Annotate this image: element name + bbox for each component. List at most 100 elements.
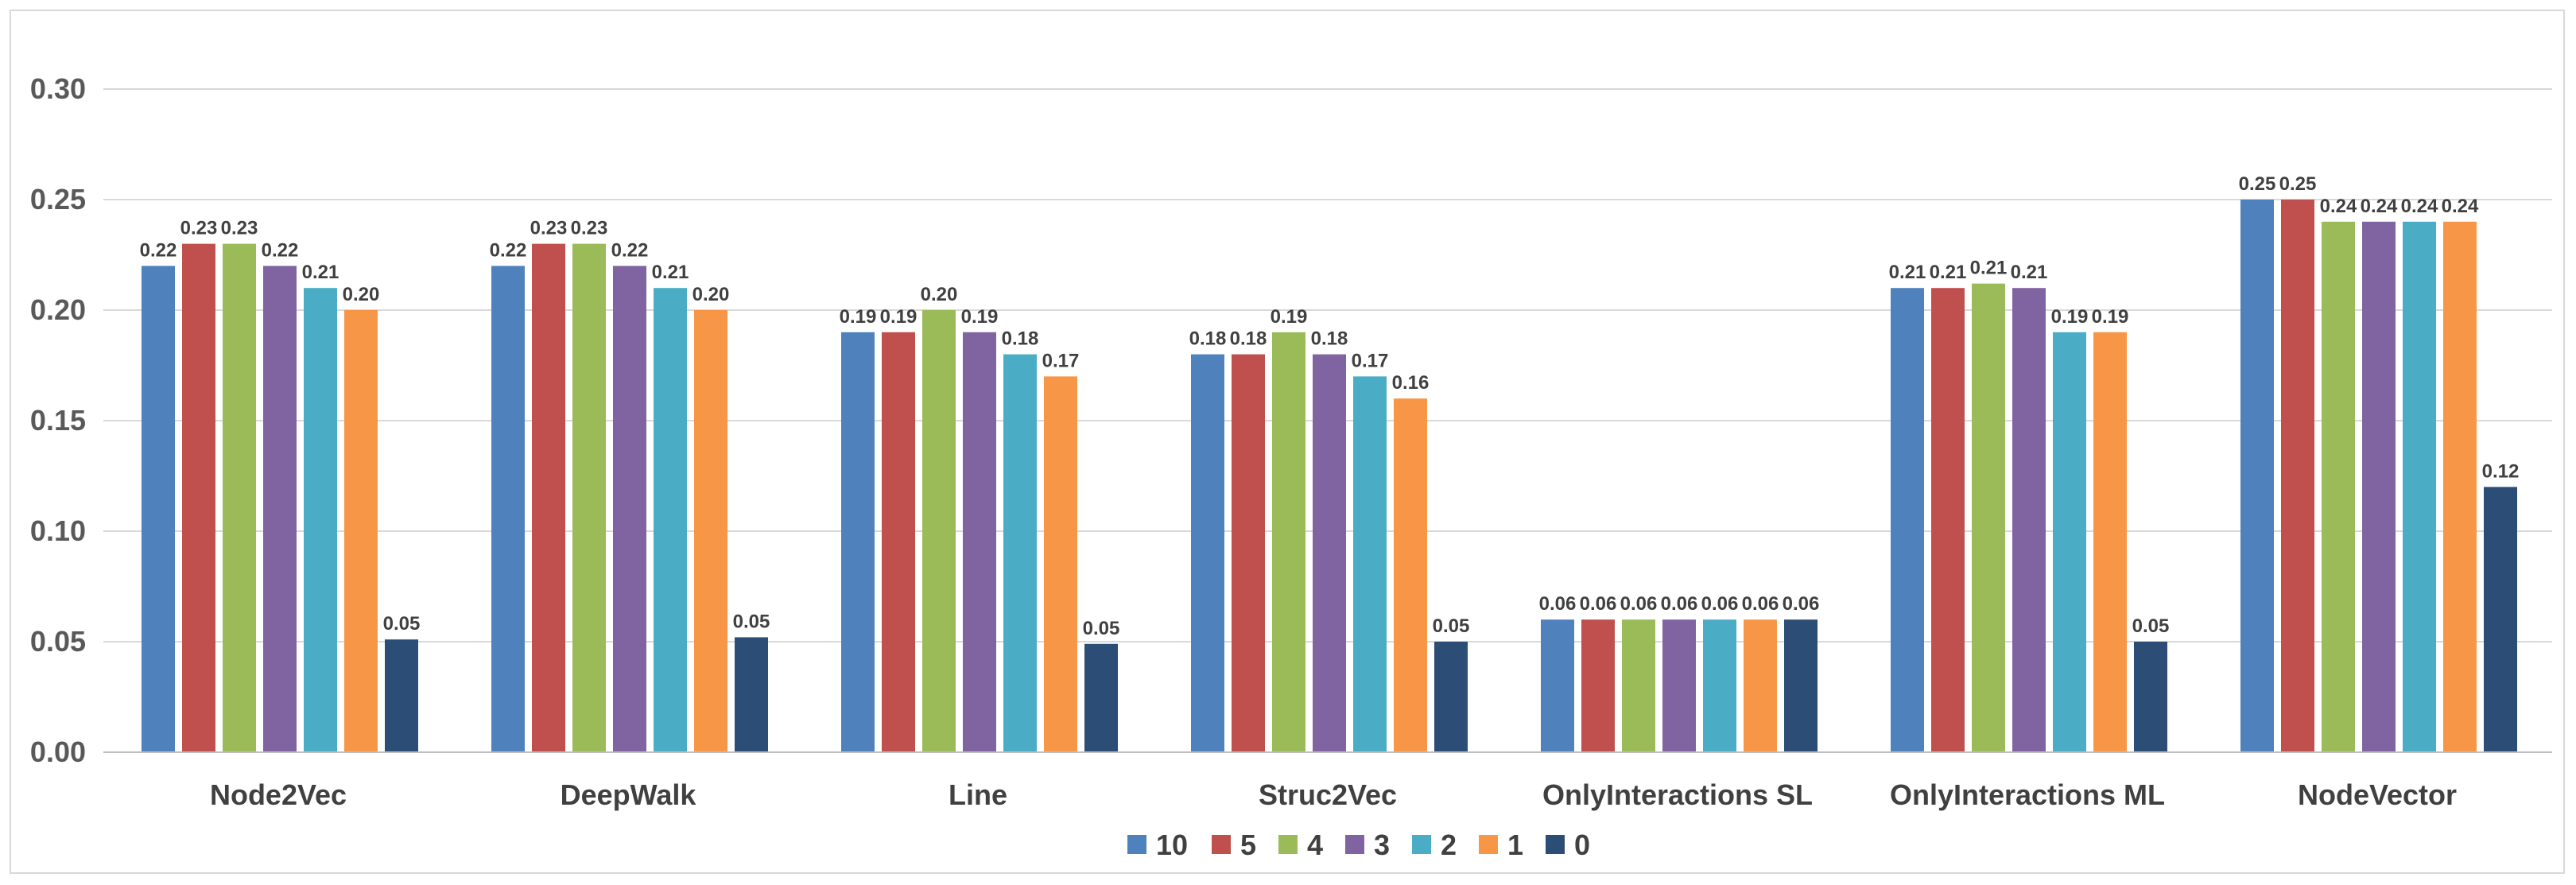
bar-2-6 — [2403, 221, 2436, 752]
bar-1-4 — [1744, 619, 1777, 752]
bar-4-2 — [922, 310, 956, 752]
data-label: 0.05 — [733, 611, 770, 632]
legend-label-1: 1 — [1507, 829, 1523, 861]
x-tick-label: Line — [949, 778, 1007, 811]
bar-4-5 — [1972, 283, 2005, 752]
data-label: 0.22 — [262, 239, 299, 261]
bar-5-6 — [2281, 200, 2314, 752]
bar-5-2 — [882, 332, 915, 752]
bar-3-0 — [263, 266, 297, 752]
data-label: 0.06 — [1742, 593, 1779, 615]
bar-5-3 — [1232, 354, 1265, 752]
data-label: 0.24 — [2320, 196, 2357, 217]
bars — [142, 200, 2517, 753]
bar-3-4 — [1662, 619, 1696, 752]
data-label: 0.21 — [1970, 258, 2008, 279]
bar-2-0 — [304, 288, 337, 752]
legend-swatch-10 — [1127, 835, 1146, 854]
bar-4-6 — [2322, 221, 2355, 752]
data-label: 0.23 — [180, 218, 218, 239]
legend: 10 5 4 3 2 1 0 — [1127, 829, 1590, 861]
y-tick-label: 0.10 — [30, 514, 86, 547]
bar-5-5 — [1931, 288, 1965, 752]
data-label: 0.23 — [571, 218, 608, 239]
data-label: 0.06 — [1701, 593, 1739, 615]
bar-10-1 — [491, 266, 525, 752]
bar-10-0 — [142, 266, 175, 752]
x-tick-label: Struc2Vec — [1259, 778, 1397, 811]
bar-3-1 — [613, 266, 646, 752]
data-label: 0.20 — [343, 284, 380, 305]
bar-1-5 — [2093, 332, 2127, 752]
bar-10-6 — [2240, 200, 2274, 752]
legend-label-5: 5 — [1240, 829, 1256, 861]
bar-0-6 — [2484, 487, 2517, 752]
data-label: 0.21 — [302, 262, 339, 283]
data-label: 0.12 — [2482, 460, 2520, 482]
bar-0-2 — [1084, 643, 1118, 752]
data-label: 0.06 — [1620, 593, 1658, 615]
bar-0-1 — [735, 637, 768, 752]
legend-label-4: 4 — [1307, 829, 1323, 861]
data-label: 0.25 — [2279, 173, 2317, 195]
data-label: 0.17 — [1352, 350, 1389, 371]
bar-10-3 — [1191, 354, 1224, 752]
y-tick-label: 0.30 — [30, 72, 86, 105]
data-label: 0.24 — [2442, 196, 2479, 217]
bar-2-2 — [1003, 354, 1037, 752]
bar-2-1 — [654, 288, 687, 752]
data-label: 0.19 — [2051, 306, 2089, 328]
bar-3-6 — [2362, 221, 2396, 752]
y-tick-label: 0.25 — [30, 183, 86, 215]
bar-2-3 — [1353, 376, 1387, 752]
y-tick-label: 0.00 — [30, 736, 86, 768]
bar-1-3 — [1394, 398, 1427, 752]
legend-label-0: 0 — [1574, 829, 1590, 861]
bar-3-3 — [1313, 354, 1346, 752]
x-tick-label: DeepWalk — [561, 778, 697, 811]
x-tick-label: OnlyInteractions SL — [1542, 778, 1813, 811]
y-tick-label: 0.20 — [30, 293, 86, 326]
data-label: 0.19 — [880, 306, 918, 328]
x-tick-label: Node2Vec — [210, 778, 347, 811]
data-label: 0.05 — [1083, 618, 1120, 639]
data-label: 0.22 — [490, 239, 527, 261]
data-label: 0.18 — [1002, 328, 1039, 350]
bar-5-4 — [1581, 619, 1615, 752]
legend-label-2: 2 — [1441, 829, 1457, 861]
data-label: 0.21 — [2011, 262, 2048, 283]
bar-3-2 — [963, 332, 996, 752]
bar-10-4 — [1541, 619, 1574, 752]
bar-0-3 — [1434, 642, 1468, 752]
data-label: 0.06 — [1539, 593, 1577, 615]
bar-2-5 — [2053, 332, 2086, 752]
legend-swatch-1 — [1479, 835, 1498, 854]
legend-swatch-3 — [1345, 835, 1364, 854]
x-tick-label: OnlyInteractions ML — [1890, 778, 2165, 811]
data-label: 0.20 — [921, 284, 958, 305]
legend-swatch-5 — [1212, 835, 1231, 854]
legend-label-3: 3 — [1374, 829, 1390, 861]
bar-3-5 — [2012, 288, 2046, 752]
bar-1-2 — [1044, 376, 1077, 752]
bar-2-4 — [1703, 619, 1736, 752]
data-label: 0.25 — [2239, 173, 2276, 195]
bar-4-0 — [223, 243, 256, 753]
bar-1-0 — [344, 310, 378, 752]
data-label: 0.18 — [1311, 328, 1348, 350]
bar-5-1 — [532, 243, 565, 753]
bar-1-6 — [2443, 221, 2477, 752]
data-label: 0.19 — [840, 306, 877, 328]
bar-4-4 — [1622, 619, 1655, 752]
data-label: 0.16 — [1392, 372, 1430, 394]
data-label: 0.06 — [1783, 593, 1820, 615]
data-label: 0.22 — [140, 239, 177, 261]
bar-0-4 — [1784, 619, 1818, 752]
data-label: 0.24 — [2401, 196, 2438, 217]
data-label: 0.05 — [383, 613, 421, 635]
bar-4-1 — [572, 243, 606, 753]
bar-4-3 — [1272, 332, 1305, 752]
data-label: 0.06 — [1580, 593, 1617, 615]
data-label: 0.18 — [1230, 328, 1267, 350]
